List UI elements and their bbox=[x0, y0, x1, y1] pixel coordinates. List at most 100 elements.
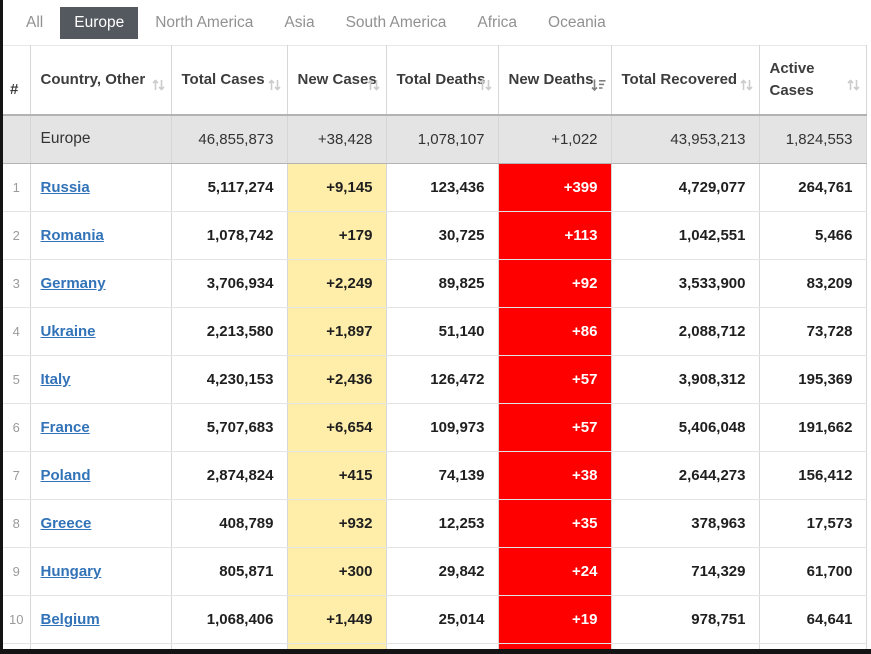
sort-icon bbox=[478, 77, 493, 99]
country-link[interactable]: Ukraine bbox=[40, 323, 96, 340]
table-row: 9 Hungary 805,871 +300 29,842 +24 714,32… bbox=[3, 547, 867, 596]
tab-europe[interactable]: Europe bbox=[60, 6, 139, 39]
total-deaths-cell: 123,436 bbox=[386, 163, 499, 212]
tab-oceania[interactable]: Oceania bbox=[548, 13, 606, 31]
new-deaths-cell: +19 bbox=[498, 595, 612, 644]
total-cases-cell: 408,789 bbox=[171, 499, 288, 548]
active-cases-cell: 156,412 bbox=[759, 451, 867, 500]
country-link[interactable]: Hungary bbox=[40, 563, 102, 580]
new-deaths-cell: +57 bbox=[498, 403, 612, 452]
country-cell: Romania bbox=[30, 211, 172, 260]
new-cases-cell: +932 bbox=[287, 499, 387, 548]
header-new-deaths[interactable]: New Deaths bbox=[498, 45, 612, 115]
total-cases-cell: 1,078,742 bbox=[171, 211, 288, 260]
table-row: 3 Germany 3,706,934 +2,249 89,825 +92 3,… bbox=[3, 259, 867, 308]
header-active-cases[interactable]: Active Cases bbox=[759, 45, 867, 115]
new-deaths-cell: +1,022 bbox=[498, 113, 612, 164]
active-cases-cell: 73,728 bbox=[759, 307, 867, 356]
new-cases-cell: +1,897 bbox=[287, 307, 387, 356]
header-total-deaths[interactable]: Total Deaths bbox=[386, 45, 499, 115]
active-cases-cell bbox=[759, 643, 867, 649]
country-link[interactable]: Italy bbox=[40, 371, 71, 388]
country-link[interactable]: Poland bbox=[40, 467, 91, 484]
tab-asia[interactable]: Asia bbox=[284, 13, 315, 31]
country-cell: France bbox=[30, 403, 172, 452]
header-country[interactable]: Country, Other bbox=[30, 45, 172, 115]
header-new-cases-label: New Cases bbox=[297, 70, 377, 88]
header-new-cases[interactable]: New Cases bbox=[287, 45, 387, 115]
header-total-recovered-label: Total Recovered bbox=[621, 70, 738, 88]
total-recovered-cell: 2,644,273 bbox=[611, 451, 760, 500]
total-cases-cell bbox=[171, 643, 288, 649]
header-total-cases[interactable]: Total Cases bbox=[171, 45, 288, 115]
total-deaths-cell: 1,078,107 bbox=[386, 113, 499, 164]
total-deaths-cell: 89,825 bbox=[386, 259, 499, 308]
table-row: 8 Greece 408,789 +932 12,253 +35 378,963… bbox=[3, 499, 867, 548]
rank-cell: 2 bbox=[3, 211, 31, 260]
total-recovered-cell bbox=[611, 643, 760, 649]
country-cell: Russia bbox=[30, 163, 172, 212]
new-cases-cell: +2,436 bbox=[287, 355, 387, 404]
continent-tabs: All Europe North America Asia South America A… bbox=[3, 0, 871, 45]
country-cell: Italy bbox=[30, 355, 172, 404]
sort-icon bbox=[739, 77, 754, 99]
active-cases-cell: 264,761 bbox=[759, 163, 867, 212]
total-deaths-cell: 51,140 bbox=[386, 307, 499, 356]
tab-north-america[interactable]: North America bbox=[155, 13, 254, 31]
table-row: 5 Italy 4,230,153 +2,436 126,472 +57 3,9… bbox=[3, 355, 867, 404]
header-total-recovered[interactable]: Total Recovered bbox=[611, 45, 760, 115]
rank-cell: 7 bbox=[3, 451, 31, 500]
new-deaths-cell: +35 bbox=[498, 499, 612, 548]
rank-cell: 6 bbox=[3, 403, 31, 452]
active-cases-cell: 191,662 bbox=[759, 403, 867, 452]
total-deaths-cell: 30,725 bbox=[386, 211, 499, 260]
new-deaths-cell: +92 bbox=[498, 259, 612, 308]
country-link[interactable]: France bbox=[40, 419, 90, 436]
table-row bbox=[3, 643, 867, 649]
new-cases-cell: +6,654 bbox=[287, 403, 387, 452]
active-cases-cell: 1,824,553 bbox=[759, 113, 867, 164]
new-deaths-cell: +399 bbox=[498, 163, 612, 212]
country-cell: Germany bbox=[30, 259, 172, 308]
total-recovered-cell: 5,406,048 bbox=[611, 403, 760, 452]
rank-cell bbox=[3, 643, 31, 649]
sort-icon bbox=[366, 77, 381, 99]
total-deaths-cell: 29,842 bbox=[386, 547, 499, 596]
new-cases-cell: +415 bbox=[287, 451, 387, 500]
country-link[interactable]: Romania bbox=[40, 227, 104, 244]
new-cases-cell: +38,428 bbox=[287, 113, 387, 164]
new-deaths-cell: +113 bbox=[498, 211, 612, 260]
total-recovered-cell: 978,751 bbox=[611, 595, 760, 644]
new-deaths-cell: +57 bbox=[498, 355, 612, 404]
total-cases-cell: 5,117,274 bbox=[171, 163, 288, 212]
new-deaths-cell: +24 bbox=[498, 547, 612, 596]
table-row: 1 Russia 5,117,274 +9,145 123,436 +399 4… bbox=[3, 163, 867, 212]
header-country-label: Country, Other bbox=[40, 70, 146, 88]
country-link[interactable]: Belgium bbox=[40, 611, 100, 628]
rank-cell: 10 bbox=[3, 595, 31, 644]
header-active-cases-label: Active Cases bbox=[769, 60, 815, 99]
region-name: Europe bbox=[30, 113, 172, 164]
table-row: 10 Belgium 1,068,406 +1,449 25,014 +19 9… bbox=[3, 595, 867, 644]
country-cell: Belgium bbox=[30, 595, 172, 644]
total-recovered-cell: 1,042,551 bbox=[611, 211, 760, 260]
country-link[interactable]: Russia bbox=[40, 179, 90, 196]
country-link[interactable]: Greece bbox=[40, 515, 92, 532]
active-cases-cell: 17,573 bbox=[759, 499, 867, 548]
sort-icon bbox=[151, 77, 166, 99]
total-recovered-cell: 378,963 bbox=[611, 499, 760, 548]
sort-icon bbox=[846, 77, 861, 99]
total-recovered-cell: 4,729,077 bbox=[611, 163, 760, 212]
table-body: Europe 46,855,873 +38,428 1,078,107 +1,0… bbox=[3, 113, 867, 649]
country-link[interactable]: Germany bbox=[40, 275, 106, 292]
table-row: 7 Poland 2,874,824 +415 74,139 +38 2,644… bbox=[3, 451, 867, 500]
tab-south-america[interactable]: South America bbox=[345, 13, 447, 31]
table-row: 4 Ukraine 2,213,580 +1,897 51,140 +86 2,… bbox=[3, 307, 867, 356]
header-row: # Country, Other Total Cases New Cases T… bbox=[3, 45, 867, 115]
tab-all[interactable]: All bbox=[26, 13, 44, 31]
total-deaths-cell: 126,472 bbox=[386, 355, 499, 404]
summary-row-europe: Europe 46,855,873 +38,428 1,078,107 +1,0… bbox=[3, 113, 867, 164]
tab-africa[interactable]: Africa bbox=[477, 13, 518, 31]
country-cell bbox=[30, 643, 172, 649]
